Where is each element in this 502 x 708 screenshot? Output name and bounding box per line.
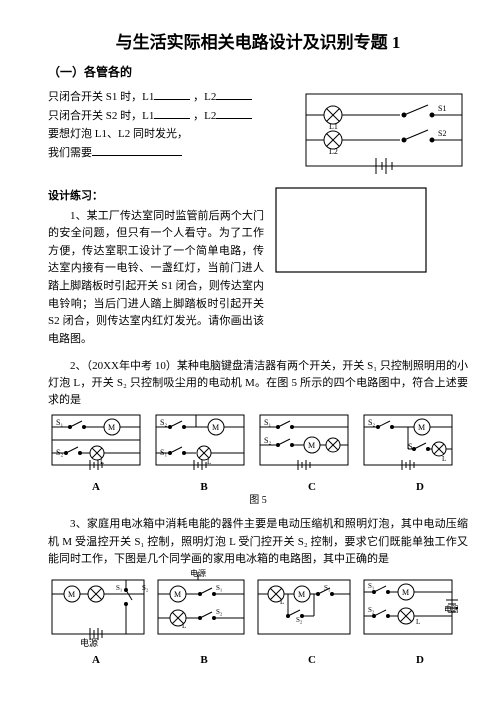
svg-text:S2: S2 (438, 129, 446, 138)
svg-text:S₁: S₁ (116, 584, 122, 592)
section1-row: 只闭合开关 S1 时，L1 ，L2 只闭合开关 S2 时，L1 ，L2 要想灯泡… (48, 88, 468, 174)
svg-text:S1: S1 (438, 104, 446, 113)
svg-text:电源: 电源 (444, 604, 458, 614)
svg-text:S₂: S₂ (368, 606, 375, 614)
svg-text:M: M (174, 590, 181, 599)
svg-text:S₂: S₂ (296, 616, 303, 624)
q3-diagrams: M 电源 S₁ S₂ M (48, 568, 458, 652)
q3-options: A B C D (48, 654, 468, 666)
svg-text:S₁: S₁ (56, 418, 63, 427)
design-section: 设计练习： 1、某工厂传达室同时监管前后两个大门的安全问题，但只有一个人看守。为… (48, 184, 468, 348)
section-heading: （一）各管各的 (48, 63, 468, 80)
line2b: ，L2 (193, 110, 216, 122)
svg-text:L1: L1 (329, 122, 338, 131)
figure-5: M L M (48, 409, 458, 479)
page-title: 与生活实际相关电路设计及识别专题 1 (48, 28, 468, 53)
svg-text:S₂: S₂ (368, 418, 375, 427)
section1-text: 只闭合开关 S1 时，L1 ，L2 只闭合开关 S2 时，L1 ，L2 要想灯泡… (48, 88, 292, 174)
option-C: C (264, 481, 360, 493)
svg-text:L2: L2 (329, 147, 338, 156)
svg-text:L: L (182, 622, 186, 630)
line1a: 只闭合开关 S1 时，L1 (48, 91, 154, 103)
option-D: D (372, 654, 468, 666)
svg-text:S₁: S₁ (368, 582, 374, 590)
svg-text:L: L (280, 598, 284, 606)
svg-text:S₂: S₂ (216, 608, 223, 616)
svg-text:电源: 电源 (80, 637, 98, 648)
svg-text:S₁: S₁ (264, 418, 271, 427)
svg-text:M: M (402, 588, 409, 597)
option-D: D (372, 481, 468, 493)
blank (154, 89, 190, 100)
blank (216, 108, 252, 119)
line1b: ，L2 (193, 91, 216, 103)
svg-text:S₁: S₁ (408, 442, 415, 451)
worksheet-page: 与生活实际相关电路设计及识别专题 1 （一）各管各的 只闭合开关 S1 时，L1… (0, 0, 502, 708)
svg-text:S₁: S₁ (324, 584, 330, 592)
svg-text:M: M (308, 441, 315, 450)
question-3: 3、家庭用电冰箱中消耗电能的器件主要是电动压缩机和照明灯泡，其中电动压缩机 M … (48, 516, 468, 567)
svg-text:L: L (207, 458, 211, 466)
svg-text:M: M (298, 590, 305, 599)
svg-text:M: M (108, 423, 115, 432)
svg-text:M: M (418, 423, 425, 432)
svg-text:S₂: S₂ (160, 418, 167, 427)
svg-text:M: M (68, 590, 75, 599)
question-2: 2、（20XX年中考 10）某种电脑键盘清洁器有两个开关，开关 S₁ 只控制照明… (48, 358, 468, 409)
blank-drawing-box (272, 184, 432, 278)
svg-text:M: M (212, 423, 219, 432)
svg-text:L: L (100, 458, 104, 466)
design-text: 设计练习： 1、某工厂传达室同时监管前后两个大门的安全问题，但只有一个人看守。为… (48, 184, 264, 348)
svg-text:L: L (442, 455, 446, 463)
option-B: B (156, 481, 252, 493)
option-A: A (48, 654, 144, 666)
blank (154, 108, 190, 119)
blank (216, 89, 252, 100)
svg-text:S₂: S₂ (264, 436, 271, 445)
line2a: 只闭合开关 S2 时，L1 (48, 110, 154, 122)
svg-text:S₁: S₁ (216, 584, 222, 592)
svg-text:L: L (416, 618, 420, 626)
svg-text:S₂: S₂ (142, 584, 149, 592)
design-body: 1、某工厂传达室同时监管前后两个大门的安全问题，但只有一个人看守。为了工作方便，… (48, 208, 264, 349)
circuit-diagram-1: L1 L2 S1 S2 (300, 88, 468, 174)
figure5-label: 图 5 (48, 491, 468, 506)
line3: 要想灯泡 L1、L2 同时发光， (48, 128, 188, 140)
svg-text:电源: 电源 (190, 568, 206, 578)
svg-text:S₂: S₂ (56, 448, 63, 457)
option-C: C (264, 654, 360, 666)
svg-text:S₁: S₁ (160, 448, 167, 457)
design-heading: 设计练习： (48, 188, 264, 206)
blank-long (92, 145, 182, 156)
option-A: A (48, 481, 144, 493)
option-B: B (156, 654, 252, 666)
line4: 我们需要 (48, 147, 92, 159)
